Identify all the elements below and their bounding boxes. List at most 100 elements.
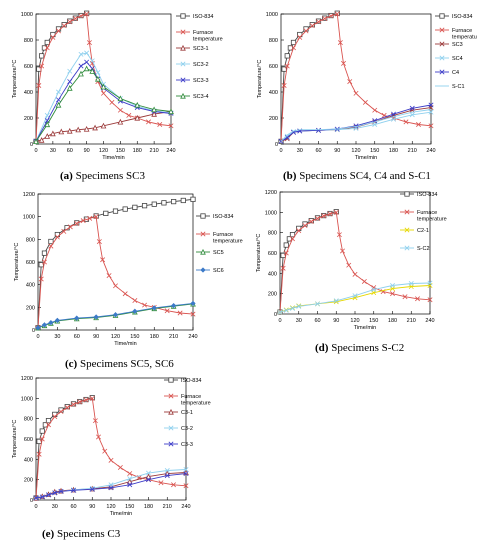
chart-d-series-3-point (390, 283, 395, 289)
chart-a-series-2-point (117, 118, 124, 125)
chart-b-legend-marker (439, 13, 445, 19)
chart-d-series-3-point (290, 305, 295, 311)
chart-a-series-2-point (92, 124, 98, 131)
chart-d-ylabel: Temperature/°C (256, 234, 262, 273)
chart-c-series-3-point (151, 305, 157, 311)
chart-c-xtick-label: 240 (188, 334, 197, 340)
chart-a-series-1-point (36, 83, 42, 88)
chart-d-series-1-point (361, 278, 367, 284)
caption-d: (d) Specimens S-C2 (315, 342, 404, 354)
chart-e-legend-label: ISO-834 (181, 378, 201, 384)
chart-e-series-4-point (164, 473, 170, 479)
chart-e-xtick-label: 30 (52, 504, 58, 510)
chart-b-xtick-label: 30 (297, 148, 303, 154)
caption-e: (e) Specimens C3 (42, 528, 120, 540)
chart-a-series-3-point (95, 70, 101, 75)
chart-b-xtick-label: 180 (389, 148, 398, 154)
chart-d-legend-marker (404, 227, 410, 233)
chart-d-series-1-point (302, 223, 308, 229)
chart-c-series-1-point (48, 243, 54, 249)
chart-e-series-0-point (36, 438, 42, 445)
chart-a-legend-label-line: Furnace (193, 30, 213, 36)
chart-b-series-1-point (403, 119, 409, 125)
chart-b-series-1-point (353, 90, 359, 96)
chart-a-series-4-point (56, 97, 61, 103)
chart-c-legend-label-line: Furnace (213, 232, 233, 238)
chart-d-series-3-point (277, 309, 283, 315)
chart-a-series-5-point (55, 101, 62, 108)
chart-e-series-3-point (183, 467, 189, 472)
caption-b-letter: (b) (283, 170, 297, 182)
chart-e-series-4-point (146, 477, 151, 483)
chart-d-legend-label: S-C2 (417, 246, 430, 252)
chart-b-series-4-point (353, 123, 359, 129)
chart-c-series-3-point (54, 317, 60, 323)
chart-e-series-1-point (39, 436, 45, 442)
chart-e-series-1-line (35, 397, 187, 499)
chart-b-series-4-line (280, 104, 432, 142)
chart-a-series-3-point (89, 58, 95, 64)
caption-b: (b) Specimens SC4, C4 and S-C1 (283, 170, 431, 182)
caption-d-text: Specimens S-C2 (331, 342, 405, 354)
chart-c-series-1-point (54, 234, 60, 240)
chart-a-legend-label: ISO-834 (193, 14, 213, 20)
chart-e-series-4-point (33, 495, 39, 501)
chart-c-series-0-point (38, 262, 44, 268)
chart-c-series-0-point (141, 203, 148, 209)
chart-d-series-1-point (340, 248, 345, 254)
chart-a-legend-marker (180, 29, 186, 35)
chart-c-legend-label: ISO-834 (213, 214, 233, 220)
chart-c-series-0-point (190, 196, 196, 202)
caption-a-letter: (a) (60, 170, 73, 182)
caption-b-text: Specimens SC4, C4 and S-C1 (299, 170, 431, 182)
chart-d-xtick-label: 0 (278, 318, 281, 324)
chart-c-ytick-label: 800 (26, 237, 35, 243)
chart-a-series-5-point (100, 83, 107, 90)
chart-b-legend-label: S-C1 (452, 84, 465, 90)
chart-b-series-1-line (280, 13, 432, 142)
chart-e-series-0-point (39, 428, 45, 434)
chart-e-legend-marker (168, 393, 174, 399)
chart-a-series-3-point (44, 112, 50, 118)
caption-e-letter: (e) (42, 528, 55, 540)
chart-e-series-4-point (127, 482, 133, 488)
chart-e-series-2-point (145, 473, 152, 480)
chart-d-series-1-point (280, 265, 286, 271)
chart-c-legend-marker (200, 248, 206, 255)
chart-e-series-1-point (102, 448, 108, 454)
chart-e-series-4-point (71, 487, 76, 493)
chart-b-series-0-line (280, 12, 338, 142)
chart-a-legend-marker (180, 44, 186, 51)
chart-a-series-1-point (44, 45, 50, 51)
chart-a-series-2-point (58, 128, 65, 135)
chart-c-series-3-point (93, 314, 99, 320)
chart-e-series-0-point (42, 422, 48, 428)
chart-c-xtick-label: 180 (150, 334, 159, 340)
chart-a-legend-marker (180, 13, 186, 19)
chart-a-series-1-point (168, 123, 174, 129)
chart-c-series-1-point (67, 224, 73, 230)
chart-d-series-1-point (427, 297, 433, 303)
chart-b-series-1-point (328, 13, 334, 19)
chart-a-series-5-point (117, 95, 124, 102)
chart-c-series-1-point (132, 298, 138, 304)
chart-a-series-5-point (66, 85, 73, 91)
chart-a-series-5-point (89, 68, 96, 74)
chart-b-ytick-label: 1000 (266, 12, 278, 18)
chart-b-series-0-point (284, 53, 290, 59)
chart-d-series-1-point (296, 228, 302, 234)
chart-a-series-2-point (38, 137, 45, 143)
chart-b-series-1-point (428, 123, 434, 129)
chart-b-series-4-point (428, 102, 434, 108)
chart-b-series-1-point (334, 11, 340, 17)
chart-c-series-3-point (48, 320, 54, 326)
chart-a-xtick-label: 60 (67, 148, 73, 154)
chart-d-series-1-point (402, 294, 408, 300)
chart-b-legend-label: SC4 (452, 56, 463, 62)
chart-e-ytick-label: 0 (30, 498, 33, 504)
chart-b-xtick-label: 150 (370, 148, 379, 154)
chart-b-xtick-label: 0 (279, 148, 282, 154)
chart-b-series-1-point (337, 40, 343, 46)
chart-d-series-1-point (327, 211, 333, 217)
chart-e-series-0-line (35, 397, 93, 499)
